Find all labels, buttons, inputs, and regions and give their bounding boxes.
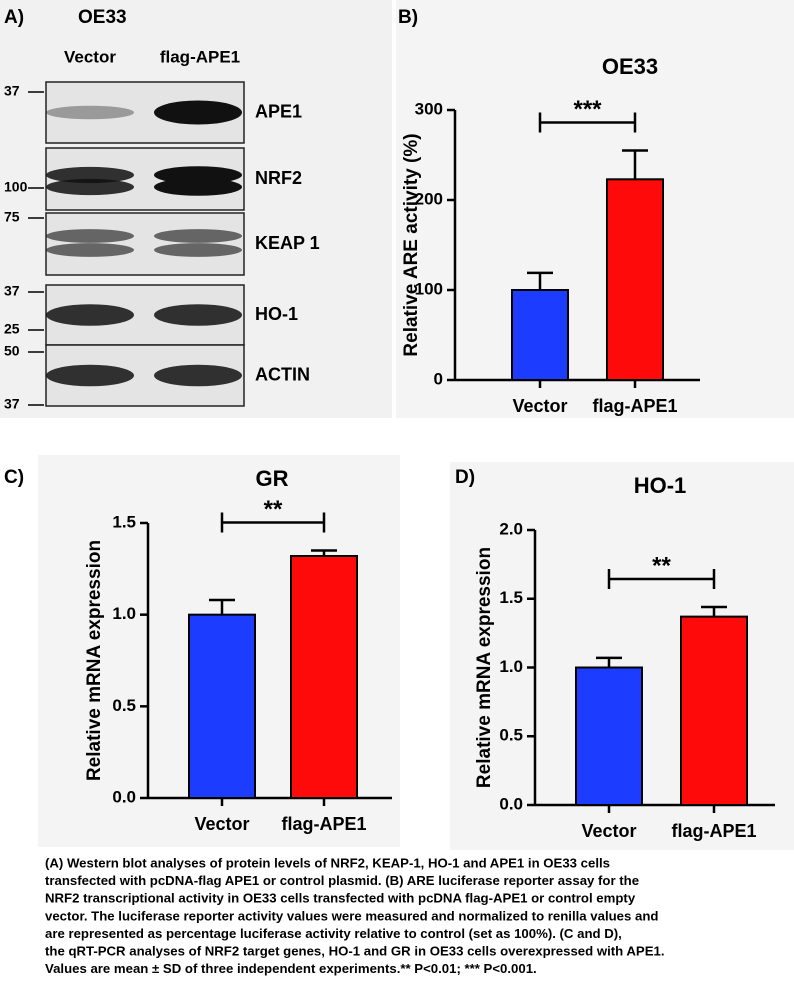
- bar: [188, 613, 256, 800]
- y-tick-label: 300: [415, 99, 443, 118]
- bar: [680, 615, 748, 806]
- y-tick-label: 0.0: [112, 787, 136, 806]
- blot-band: [46, 166, 134, 184]
- y-tick-label: 0.5: [112, 696, 136, 715]
- bar: [575, 666, 643, 806]
- bar: [511, 289, 569, 381]
- caption-line: vector. The luciferase reporter activity…: [45, 908, 658, 923]
- x-tick-label: flag-APE1: [281, 814, 366, 834]
- y-tick-label: 2.0: [499, 519, 523, 538]
- y-tick-label: 200: [415, 189, 443, 208]
- panel-bg: [396, 0, 794, 418]
- significance-label: **: [652, 552, 671, 579]
- protein-label: HO-1: [255, 304, 298, 324]
- y-tick-label: 0.0: [499, 794, 523, 813]
- blot-title: OE33: [78, 7, 127, 28]
- significance-label: **: [264, 496, 283, 523]
- blot-band: [46, 178, 134, 196]
- x-tick-label: flag-APE1: [592, 396, 677, 416]
- blot-band: [46, 243, 134, 257]
- y-axis-label: Relative mRNA expression: [84, 540, 105, 781]
- y-tick-label: 0.5: [499, 726, 523, 745]
- x-tick-label: Vector: [512, 396, 567, 416]
- blot-band: [154, 304, 242, 326]
- blot-band: [154, 229, 242, 243]
- blot: APE1 37 NRF2 100 KEAP 1 75 HO-1 37 25 ACTIN 50 37: [4, 81, 320, 412]
- marker-label: 37: [4, 283, 20, 299]
- caption-line: are represented as percentage luciferase…: [45, 926, 622, 941]
- x-tick-label: Vector: [194, 814, 249, 834]
- lane-label: Vector: [64, 47, 116, 66]
- x-tick-label: Vector: [581, 821, 636, 841]
- y-tick-label: 1.5: [112, 512, 136, 531]
- y-axis-label: Relative ARE activity (%): [401, 133, 422, 356]
- marker-label: 100: [4, 179, 28, 195]
- bar: [290, 555, 358, 799]
- protein-label: KEAP 1: [255, 233, 320, 253]
- chart-title: GR: [256, 466, 289, 491]
- significance-label: ***: [573, 96, 602, 123]
- y-tick-label: 1.0: [112, 604, 136, 623]
- marker-label: 50: [4, 343, 20, 359]
- blot-band: [154, 364, 242, 387]
- protein-label: ACTIN: [255, 364, 310, 384]
- panel-label: A): [4, 7, 24, 28]
- marker-label: 75: [4, 209, 20, 225]
- bar: [606, 178, 664, 381]
- marker-label: 37: [4, 396, 20, 412]
- panel-label: C): [4, 467, 24, 488]
- blot-band: [154, 243, 242, 257]
- y-tick-label: 0: [434, 369, 443, 388]
- blot-band: [46, 304, 134, 326]
- marker-label: 25: [4, 321, 20, 337]
- panel-label: B): [398, 7, 418, 28]
- marker-label: 37: [4, 83, 20, 99]
- lane-label: flag-APE1: [160, 47, 240, 66]
- blot-band: [46, 229, 134, 243]
- y-tick-label: 1.5: [499, 588, 523, 607]
- caption-line: Values are mean ± SD of three independen…: [45, 961, 537, 976]
- x-tick-label: flag-APE1: [671, 821, 756, 841]
- y-axis-label: Relative mRNA expression: [474, 547, 495, 788]
- blot-band: [154, 178, 242, 196]
- caption-line: transfected with pcDNA-flag APE1 or cont…: [45, 873, 639, 888]
- charts: OE33 Relative ARE activity (%) 0 100 200 300 V…: [84, 54, 775, 841]
- caption-line: NRF2 transcriptional activity in OE33 ce…: [45, 891, 636, 906]
- caption-line: (A) Western blot analyses of protein lev…: [45, 855, 610, 870]
- protein-label: APE1: [255, 101, 302, 121]
- protein-label: NRF2: [255, 168, 302, 188]
- chart-title: OE33: [602, 54, 658, 79]
- chart-title: HO-1: [634, 473, 687, 498]
- caption-line: the qRT-PCR analyses of NRF2 target gene…: [45, 943, 665, 958]
- blot-band: [46, 105, 134, 120]
- y-tick-label: 1.0: [499, 657, 523, 676]
- blot-band: [46, 364, 134, 387]
- blot-band: [154, 100, 242, 125]
- caption: (A) Western blot analyses of protein lev…: [45, 855, 665, 976]
- y-tick-label: 100: [415, 279, 443, 298]
- panel-label: D): [455, 467, 475, 488]
